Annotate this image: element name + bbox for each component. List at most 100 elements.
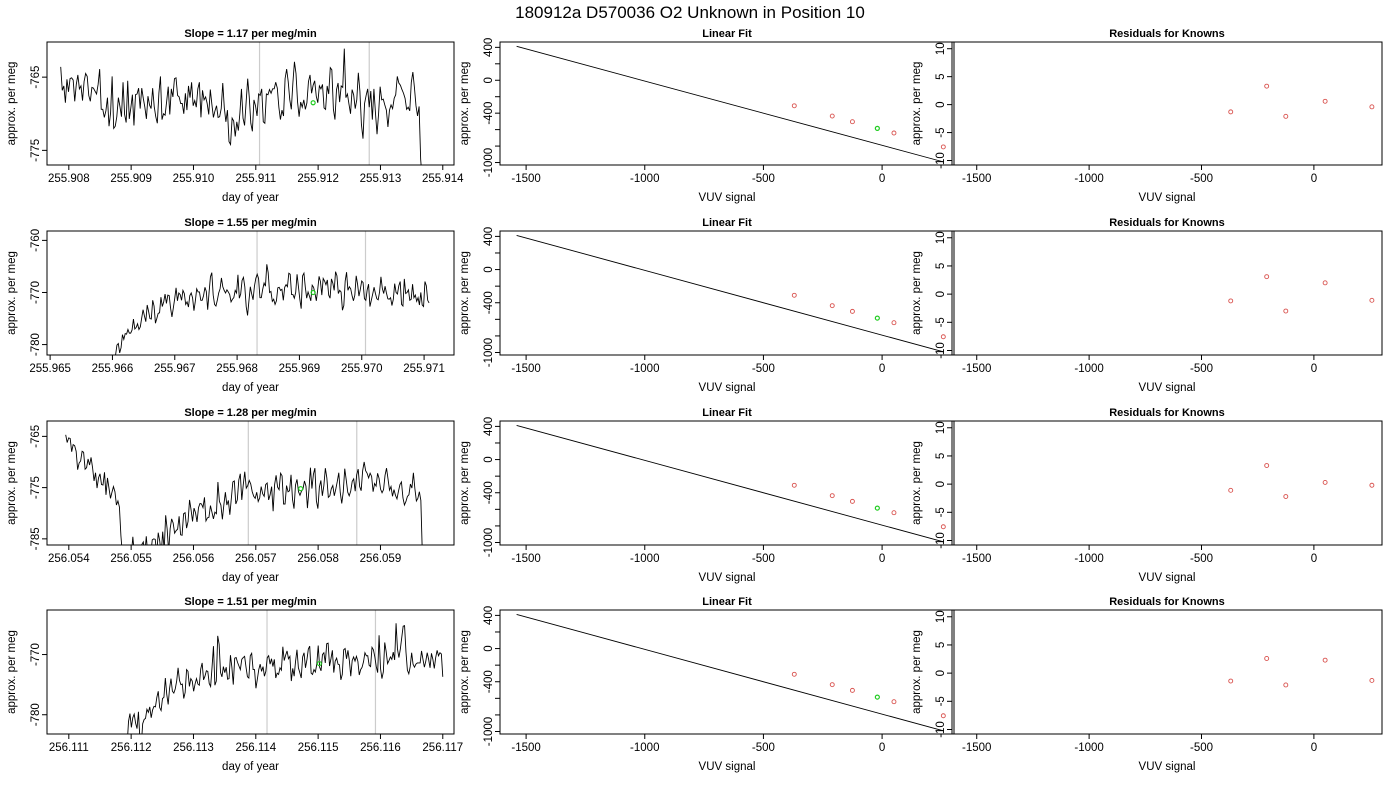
y-tick-label: 10 bbox=[935, 610, 947, 623]
x-tick-label: 255.912 bbox=[297, 173, 339, 185]
x-tick-label: -1500 bbox=[962, 363, 991, 375]
y-tick-label: 400 bbox=[483, 38, 495, 57]
y-axis-label: approx. per meg bbox=[459, 441, 471, 525]
known-point bbox=[1369, 678, 1375, 683]
x-tick-label: 255.914 bbox=[422, 173, 464, 185]
x-tick-label: 255.911 bbox=[235, 173, 276, 185]
plot-area bbox=[65, 421, 423, 545]
x-tick-label: 256.111 bbox=[49, 742, 89, 754]
panel-title: Linear Fit bbox=[702, 217, 752, 229]
x-tick-label: -500 bbox=[752, 553, 775, 565]
plot-area bbox=[516, 45, 946, 163]
y-axis-label: approx. per meg bbox=[911, 251, 923, 335]
x-tick-label: 0 bbox=[1311, 173, 1317, 185]
y-tick-label: 400 bbox=[483, 227, 495, 246]
y-tick-label: -770 bbox=[30, 643, 42, 666]
x-tick-label: -1500 bbox=[962, 173, 991, 185]
x-tick-label: 256.057 bbox=[235, 553, 277, 565]
known-point bbox=[1228, 298, 1234, 304]
known-point bbox=[891, 510, 897, 516]
known-point bbox=[849, 119, 855, 125]
y-tick-label: -780 bbox=[30, 333, 42, 356]
panel-r3-resid: Residuals for Knowns -1500 -1000 -500 0 10 5 0 -… bbox=[911, 407, 1383, 584]
x-tick-label: -1500 bbox=[511, 553, 540, 565]
x-tick-label: 0 bbox=[879, 553, 885, 565]
known-point bbox=[1264, 656, 1270, 661]
known-point bbox=[940, 334, 946, 340]
y-tick-label: -770 bbox=[30, 281, 42, 304]
known-point bbox=[940, 524, 946, 530]
panel-title: Residuals for Knowns bbox=[1109, 28, 1225, 40]
known-point bbox=[1228, 678, 1234, 684]
x-tick-label: 255.909 bbox=[110, 173, 152, 185]
plot-frame bbox=[499, 41, 955, 166]
x-tick-label: -1000 bbox=[1074, 742, 1103, 754]
known-point bbox=[829, 303, 835, 309]
y-tick-label: 10 bbox=[935, 42, 947, 55]
unknown-point bbox=[874, 505, 880, 511]
x-tick-label: -1000 bbox=[1074, 173, 1103, 185]
known-point bbox=[849, 308, 855, 314]
unknown-point bbox=[298, 486, 304, 492]
x-tick-label: 255.965 bbox=[29, 363, 71, 375]
x-tick-label: 256.054 bbox=[48, 553, 90, 565]
panel-r2-fit: Linear Fit -1500 -1000 -500 0 400 0 -400 -1000 VU… bbox=[459, 217, 955, 394]
x-tick-label: 0 bbox=[1311, 742, 1317, 754]
x-tick-label: -500 bbox=[752, 742, 775, 754]
x-axis-label: VUV signal bbox=[699, 192, 756, 204]
series-line bbox=[127, 623, 444, 734]
known-point bbox=[1283, 113, 1289, 119]
y-tick-label: -775 bbox=[30, 139, 42, 162]
fit-line bbox=[516, 234, 944, 353]
known-point bbox=[1322, 479, 1328, 485]
y-axis-label: approx. per meg bbox=[911, 62, 923, 146]
x-tick-label: 0 bbox=[1311, 553, 1317, 565]
y-tick-label: 5 bbox=[935, 453, 947, 459]
x-tick-label: 256.113 bbox=[173, 742, 214, 754]
x-tick-label: -1500 bbox=[962, 553, 991, 565]
y-tick-label: 0 bbox=[483, 77, 495, 83]
y-tick-label: 0 bbox=[935, 670, 947, 676]
panels: Slope = 1.17 per meg/min 255.908 255.909 25… bbox=[6, 28, 1383, 773]
y-tick-label: 0 bbox=[483, 266, 495, 272]
panel-title: Slope = 1.55 per meg/min bbox=[184, 217, 317, 229]
panel-title: Slope = 1.17 per meg/min bbox=[184, 28, 317, 40]
panel-r2-slope: Slope = 1.55 per meg/min 255.965 255.966 25… bbox=[6, 217, 455, 394]
panel-title: Residuals for Knowns bbox=[1109, 407, 1225, 419]
plot-area bbox=[60, 42, 422, 165]
x-tick-label: 256.115 bbox=[298, 742, 339, 754]
known-point bbox=[1322, 657, 1328, 663]
y-tick-label: -1000 bbox=[483, 148, 495, 177]
known-point bbox=[940, 713, 946, 719]
panel-title: Residuals for Knowns bbox=[1109, 217, 1225, 229]
panel-r1-slope: Slope = 1.17 per meg/min 255.908 255.909 25… bbox=[6, 28, 464, 204]
x-axis-label: VUV signal bbox=[1139, 761, 1196, 773]
x-tick-label: -1000 bbox=[1074, 553, 1103, 565]
x-tick-label: -1000 bbox=[630, 742, 659, 754]
known-point bbox=[1283, 308, 1289, 314]
x-axis-label: VUV signal bbox=[1139, 382, 1196, 394]
unknown-point bbox=[310, 289, 316, 296]
series-line bbox=[115, 264, 430, 355]
panel-r1-fit: Linear Fit -1500 -1000 -500 0 400 0 -400 -1000 VU… bbox=[459, 28, 955, 204]
panel-title: Linear Fit bbox=[702, 407, 752, 419]
panel-title: Linear Fit bbox=[702, 596, 752, 608]
x-tick-label: 255.970 bbox=[341, 363, 383, 375]
plot-area bbox=[1228, 274, 1375, 314]
known-point bbox=[1322, 280, 1328, 286]
known-point bbox=[940, 144, 946, 150]
known-point bbox=[1228, 487, 1234, 493]
x-tick-label: 256.117 bbox=[422, 742, 463, 754]
panel-title: Slope = 1.51 per meg/min bbox=[184, 596, 317, 608]
known-point bbox=[1369, 297, 1375, 303]
y-tick-label: 5 bbox=[935, 642, 947, 648]
y-tick-label: 0 bbox=[935, 291, 947, 297]
panel-r4-fit: Linear Fit -1500 -1000 -500 0 400 0 -400 -1000 VU… bbox=[459, 596, 955, 773]
x-axis-label: day of year bbox=[222, 192, 279, 204]
y-axis-label: approx. per meg bbox=[911, 441, 923, 525]
x-tick-label: 255.968 bbox=[216, 363, 258, 375]
x-tick-label: -1500 bbox=[962, 742, 991, 754]
y-axis-label: approx. per meg bbox=[6, 62, 18, 146]
plot-frame bbox=[46, 609, 455, 735]
